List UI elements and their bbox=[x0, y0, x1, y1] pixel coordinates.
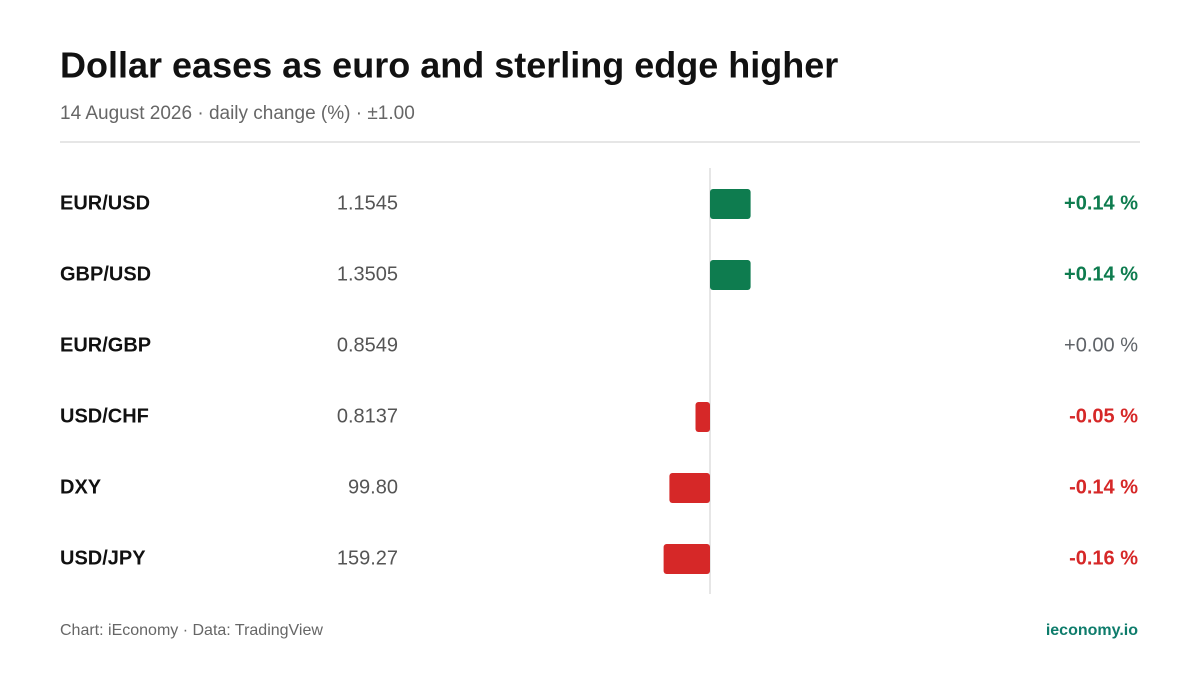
chart-subtitle: 14 August 2026 · daily change (%) · ±1.0… bbox=[60, 103, 415, 124]
pair-label: DXY bbox=[60, 476, 102, 498]
price: 99.80 bbox=[348, 476, 398, 498]
pair-label: USD/CHF bbox=[60, 405, 149, 427]
bar bbox=[663, 544, 710, 574]
value-label: -0.16 % bbox=[1069, 547, 1138, 569]
bar bbox=[710, 189, 751, 219]
price: 0.8549 bbox=[337, 334, 398, 356]
value-label: -0.14 % bbox=[1069, 476, 1138, 498]
pair-label: EUR/GBP bbox=[60, 334, 151, 356]
value-label: +0.14 % bbox=[1064, 263, 1138, 285]
pair-label: GBP/USD bbox=[60, 263, 151, 285]
pair-label: USD/JPY bbox=[60, 547, 146, 569]
value-label: -0.05 % bbox=[1069, 405, 1138, 427]
source-note: Chart: iEconomy · Data: TradingView bbox=[60, 622, 323, 639]
value-label: +0.00 % bbox=[1064, 334, 1138, 356]
bar bbox=[695, 402, 710, 432]
price: 159.27 bbox=[337, 547, 398, 569]
brand: ieconomy.io bbox=[1046, 622, 1138, 639]
chart-title: Dollar eases as euro and sterling edge h… bbox=[60, 45, 838, 86]
price: 1.1545 bbox=[337, 192, 398, 214]
price: 0.8137 bbox=[337, 405, 398, 427]
price: 1.3505 bbox=[337, 263, 398, 285]
value-label: +0.14 % bbox=[1064, 192, 1138, 214]
pair-label: EUR/USD bbox=[60, 192, 150, 214]
bar bbox=[669, 473, 710, 503]
bar bbox=[710, 260, 751, 290]
